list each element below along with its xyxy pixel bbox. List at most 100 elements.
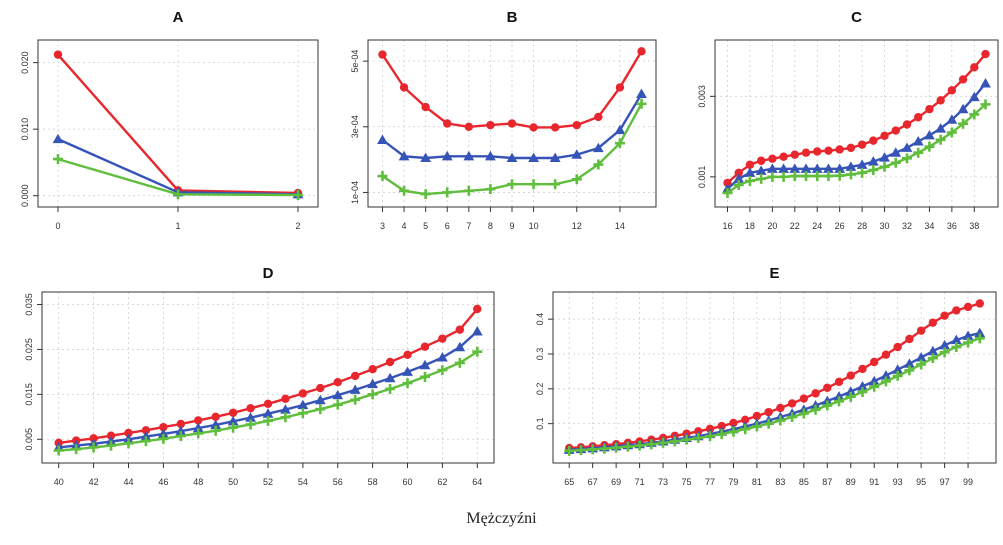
data-point-plus	[646, 439, 657, 450]
data-point-plus	[927, 353, 938, 364]
data-point-plus	[845, 391, 856, 402]
data-point-circle	[399, 83, 409, 92]
y-tick-label: 0.1	[535, 417, 545, 430]
data-point-circle	[857, 140, 867, 149]
x-tick-label: 1	[175, 221, 180, 231]
data-point-circle	[952, 306, 961, 315]
data-point-circle	[263, 399, 273, 408]
data-point-plus	[399, 185, 410, 196]
data-point-plus	[593, 159, 604, 170]
data-point-triangle	[210, 419, 222, 429]
data-point-circle	[928, 318, 938, 327]
data-point-triangle	[614, 124, 626, 135]
data-point-circle	[768, 154, 777, 163]
data-point-triangle	[506, 152, 518, 163]
data-point-circle	[316, 383, 325, 393]
data-point-plus	[123, 438, 134, 449]
data-point-plus	[71, 444, 82, 455]
x-tick-label: 85	[799, 477, 809, 487]
x-tick-label: 30	[880, 221, 890, 231]
data-point-plus	[106, 440, 117, 451]
data-point-plus	[599, 443, 610, 454]
series-line	[569, 337, 981, 452]
data-point-plus	[263, 415, 273, 426]
data-point-plus	[669, 436, 680, 447]
data-point-plus	[693, 432, 704, 443]
data-point-plus	[228, 422, 239, 433]
x-tick-label: 99	[963, 477, 973, 487]
series-2	[377, 88, 647, 163]
data-point-plus	[280, 412, 291, 423]
data-point-circle	[869, 136, 878, 145]
data-point-plus	[550, 179, 561, 190]
data-point-plus	[890, 157, 901, 168]
data-point-triangle	[733, 173, 745, 183]
x-tick-label: 81	[752, 477, 762, 487]
data-point-triangle	[52, 133, 64, 144]
data-point-plus	[939, 347, 950, 358]
data-point-triangle	[454, 341, 466, 352]
data-point-triangle	[957, 103, 969, 114]
x-tick-label: 14	[615, 221, 625, 231]
data-point-plus	[315, 404, 326, 415]
data-point-triangle	[811, 163, 823, 173]
data-point-circle	[764, 407, 773, 417]
data-point-plus	[704, 431, 715, 442]
x-tick-label: 54	[298, 477, 308, 487]
data-point-plus	[763, 418, 774, 429]
data-point-circle	[756, 156, 766, 165]
data-point-plus	[869, 381, 880, 392]
x-tick-label: 34	[924, 221, 934, 231]
data-point-triangle	[227, 415, 239, 426]
panel-title-a: A	[173, 9, 184, 26]
data-point-plus	[402, 378, 413, 389]
data-point-plus	[744, 175, 755, 186]
data-point-plus	[611, 442, 622, 453]
x-tick-label: 91	[869, 477, 879, 487]
x-tick-label: 5	[423, 221, 428, 231]
data-point-plus	[775, 415, 786, 426]
data-point-plus	[245, 419, 256, 430]
data-point-circle	[858, 364, 867, 374]
y-tick-label: 0.015	[24, 383, 34, 406]
data-point-triangle	[924, 129, 935, 140]
data-point-circle	[550, 123, 560, 132]
panel-a: A 0 1 2 0.000 0.010 0.020	[20, 9, 319, 231]
x-tick-label: 97	[940, 477, 950, 487]
data-point-circle	[752, 411, 762, 421]
data-point-plus	[958, 118, 969, 129]
data-point-circle	[914, 113, 923, 122]
y-tick-label: 0.4	[535, 313, 545, 326]
data-point-circle	[464, 122, 474, 131]
data-point-triangle	[823, 163, 834, 173]
x-tick-label: 40	[54, 477, 64, 487]
data-point-circle	[594, 112, 603, 122]
data-point-plus	[767, 171, 778, 182]
x-tick-label: 95	[916, 477, 926, 487]
panel-d: D 40 42 44 46 48 50 52 54 56 58 60 62 64 0.005 0.015 0.0…	[24, 265, 495, 487]
data-point-plus	[857, 167, 868, 178]
x-tick-label: 2	[295, 221, 300, 231]
data-point-circle	[916, 326, 926, 335]
data-point-plus	[158, 433, 169, 444]
data-point-circle	[893, 342, 902, 352]
data-point-plus	[980, 99, 991, 110]
data-point-circle	[486, 120, 495, 130]
series-line	[726, 103, 987, 194]
data-point-triangle	[280, 404, 291, 414]
x-tick-label: 38	[969, 221, 979, 231]
data-point-triangle	[946, 114, 958, 124]
data-point-plus	[437, 365, 448, 376]
data-point-plus	[681, 434, 692, 445]
data-point-plus	[834, 170, 845, 181]
data-point-circle	[368, 364, 377, 374]
data-point-plus	[564, 445, 575, 456]
x-tick-label: 6	[445, 221, 450, 231]
x-tick-label: 64	[472, 477, 482, 487]
data-point-triangle	[879, 152, 890, 162]
data-point-triangle	[915, 352, 927, 362]
data-point-plus	[636, 98, 647, 109]
x-tick-label: 71	[635, 477, 645, 487]
series-3	[377, 98, 647, 200]
